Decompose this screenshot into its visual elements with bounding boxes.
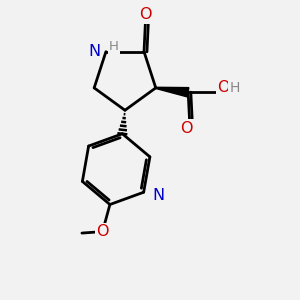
- Text: N: N: [88, 44, 101, 59]
- Text: H: H: [109, 40, 119, 53]
- Text: H: H: [230, 81, 240, 95]
- Polygon shape: [156, 87, 189, 97]
- Text: O: O: [139, 8, 152, 22]
- Text: O: O: [218, 80, 230, 95]
- Text: O: O: [96, 224, 109, 239]
- Text: O: O: [180, 121, 193, 136]
- Text: N: N: [152, 188, 164, 203]
